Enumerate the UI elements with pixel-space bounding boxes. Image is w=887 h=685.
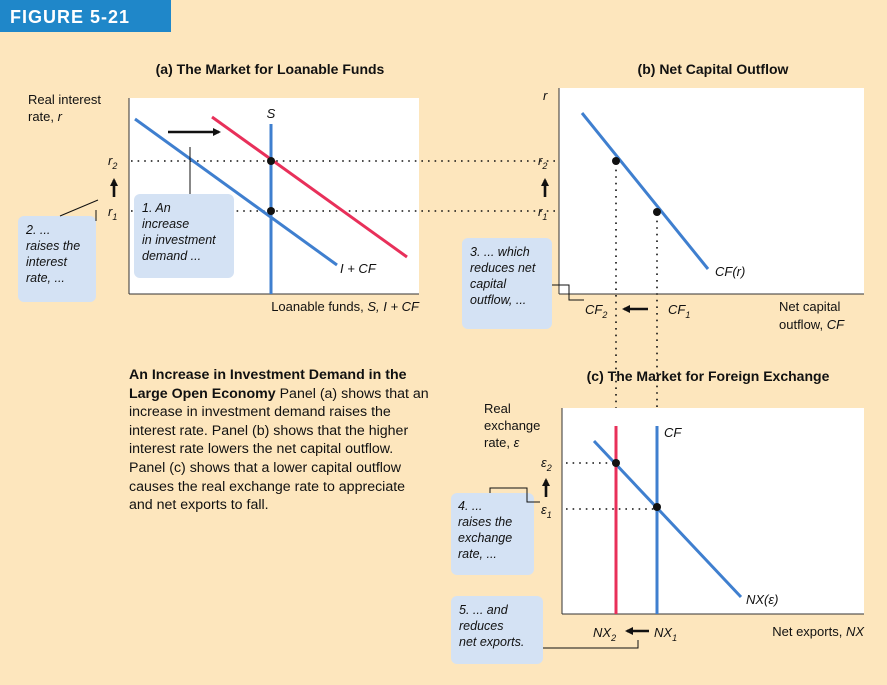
note-3-line-3: capital	[470, 277, 507, 291]
panel-b-x-label-1: Net capital	[779, 299, 841, 314]
nx-curve	[592, 439, 743, 599]
note-2-line-2: raises the	[26, 239, 80, 253]
panel-a-title: (a) The Market for Loanable Funds	[156, 61, 385, 77]
equilibrium-point-original	[267, 207, 275, 215]
note-3-line-2: reduces net	[470, 261, 536, 275]
i-cf-label: I + CF	[340, 261, 377, 276]
note-1-line-3: in investment	[142, 233, 216, 247]
panel-b-x-label-2: outflow, CF	[779, 317, 845, 332]
cf-r-label: CF(r)	[715, 264, 745, 279]
panel-c-plot	[562, 408, 864, 614]
note-4-leader	[489, 487, 540, 503]
cf-curve-label: CF	[664, 425, 682, 440]
note-5-leader	[543, 640, 639, 649]
panel-b-plot	[559, 88, 864, 294]
cf2-tick: CF2	[585, 302, 607, 320]
panel-c-y-label-2: exchange	[484, 418, 540, 433]
figure-label: FIGURE 5-21	[0, 0, 171, 32]
panel-a-x-label: Loanable funds, S, I + CF	[271, 299, 420, 314]
nx-curve-label: NX(ε)	[746, 592, 778, 607]
note-4-line-4: rate, ...	[458, 547, 497, 561]
equilibrium-point-new	[267, 157, 275, 165]
note-3-line-1: 3. ... which	[470, 245, 530, 259]
note-1-line-1: 1. An	[142, 201, 171, 215]
note-1-box	[134, 194, 234, 278]
note-2-line-4: rate, ...	[26, 271, 65, 285]
caption-heading: An Increase in Investment Demand in the …	[129, 367, 407, 402]
note-1-line-4: demand ...	[142, 249, 201, 263]
panel-c-x-label: Net exports, NX	[772, 624, 865, 639]
note-3-line-4: outflow, ...	[470, 293, 526, 307]
demand-curve-new	[211, 115, 408, 259]
note-5-box	[451, 596, 543, 664]
note-2-box	[18, 216, 96, 302]
panel-c-y-label-1: Real	[484, 401, 511, 416]
note-4-line-3: exchange	[458, 531, 512, 545]
panel-b-title: (b) Net Capital Outflow	[638, 61, 789, 77]
fx-point-original	[653, 503, 661, 511]
e1-tick: ε1	[541, 502, 552, 520]
note-3-leader	[552, 284, 584, 301]
fx-point-new	[612, 459, 620, 467]
panel-c-title: (c) The Market for Foreign Exchange	[587, 368, 830, 384]
r1-tick: r1	[108, 204, 117, 222]
note-3-box	[462, 238, 552, 329]
nx2-tick: NX2	[593, 625, 616, 643]
figure-caption: An Increase in Investment Demand in the …	[129, 366, 429, 515]
note-2-line-1: 2. ...	[25, 223, 50, 237]
note-4-box	[451, 493, 534, 575]
caption-body: Panel (a) shows that an increase in inve…	[129, 385, 429, 514]
note-1-line-2: increase	[142, 217, 189, 231]
s-label: S	[267, 106, 276, 121]
panel-b-r1-tick: r1	[538, 204, 547, 222]
note-4-line-2: raises the	[458, 515, 512, 529]
cf-point-2	[612, 157, 620, 165]
cf-point-1	[653, 208, 661, 216]
note-2-leader	[59, 199, 99, 217]
panel-a-y-label-1: Real interest	[28, 92, 101, 107]
panel-c-y-label-3: rate, ε	[484, 435, 520, 450]
r2-tick: r2	[108, 153, 117, 171]
panel-b-r2-tick: r2	[538, 153, 547, 171]
panel-b-y-label: r	[543, 88, 548, 103]
panel-a-y-label-2: rate, r	[28, 109, 63, 124]
note-4-line-1: 4. ...	[458, 499, 482, 513]
cf-curve	[580, 112, 710, 270]
note-5-line-3: net exports.	[459, 635, 524, 649]
cf1-tick: CF1	[668, 302, 690, 320]
demand-curve-original	[134, 117, 338, 267]
note-5-line-2: reduces	[459, 619, 503, 633]
note-5-line-1: 5. ... and	[459, 603, 509, 617]
note-2-line-3: interest	[26, 255, 68, 269]
nx1-tick: NX1	[654, 625, 677, 643]
e2-tick: ε2	[541, 455, 552, 473]
